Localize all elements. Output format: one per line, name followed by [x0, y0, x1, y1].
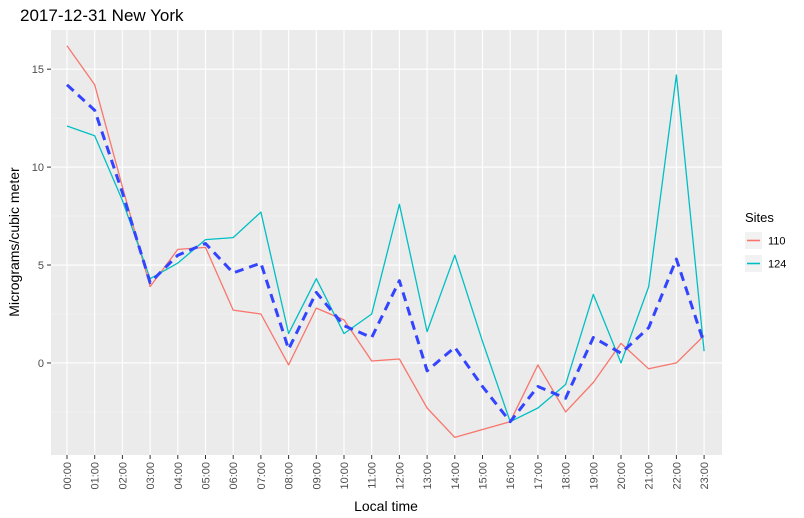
series-line-124	[66, 74, 705, 423]
legend: Sites 110 124	[745, 210, 786, 272]
x-tick-label: 04:00	[173, 462, 185, 490]
y-tick-label: 15	[32, 64, 44, 76]
grid-minor	[51, 117, 722, 413]
x-tick-label: 11:00	[367, 462, 379, 489]
y-tick-label: 5	[38, 260, 44, 272]
x-tick-label: 12:00	[394, 462, 406, 490]
y-tick-label: 10	[32, 162, 44, 174]
x-tick-label: 22:00	[671, 462, 683, 490]
series-line-110	[66, 45, 705, 439]
chart-title: 2017-12-31 New York	[20, 6, 184, 25]
x-tick-label: 10:00	[339, 462, 351, 490]
legend-label-124: 124	[768, 259, 786, 271]
legend-title: Sites	[745, 210, 774, 225]
series-layer	[65, 45, 706, 439]
x-tick-label: 17:00	[533, 462, 545, 490]
grid-major	[51, 30, 722, 455]
x-tick-label: 18:00	[561, 462, 573, 490]
series-line-dashed	[65, 83, 706, 424]
x-tick-label: 20:00	[616, 462, 628, 490]
x-tick-label: 14:00	[450, 462, 462, 490]
x-tick-label: 02:00	[117, 462, 129, 490]
x-tick-label: 07:00	[256, 462, 268, 490]
x-tick-label: 19:00	[588, 462, 600, 490]
y-axis-ticks: 0 5 10 15	[32, 64, 51, 370]
x-tick-label: 08:00	[284, 462, 296, 490]
x-tick-label: 15:00	[478, 462, 490, 490]
x-tick-label: 16:00	[505, 462, 517, 490]
plot-panel	[51, 30, 722, 455]
x-tick-label: 13:00	[422, 462, 434, 490]
x-tick-label: 21:00	[644, 462, 656, 490]
x-tick-label: 05:00	[201, 462, 213, 490]
y-axis-title: Micrograms/cubic meter	[6, 167, 22, 317]
x-tick-label: 03:00	[145, 462, 157, 490]
y-tick-label: 0	[38, 358, 44, 370]
x-tick-label: 01:00	[90, 462, 102, 490]
legend-label-110: 110	[768, 236, 786, 248]
x-tick-label: 09:00	[311, 462, 323, 490]
x-axis-title: Local time	[354, 498, 418, 514]
x-tick-label: 06:00	[228, 462, 240, 490]
x-axis-ticks: 00:00 01:00 02:00 03:00 04:00 05:00 06:00 07:00…	[62, 455, 711, 490]
x-tick-label: 00:00	[62, 462, 74, 490]
x-tick-label: 23:00	[699, 462, 711, 490]
